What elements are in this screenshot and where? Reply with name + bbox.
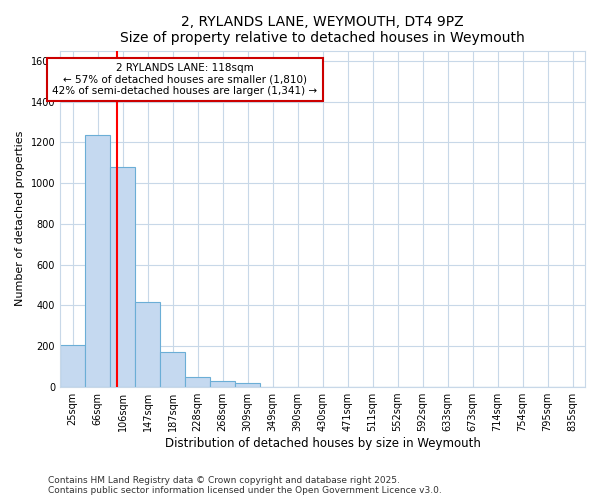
Bar [160, 352, 185, 387]
Title: 2, RYLANDS LANE, WEYMOUTH, DT4 9PZ
Size of property relative to detached houses : 2, RYLANDS LANE, WEYMOUTH, DT4 9PZ Size … [120, 15, 525, 45]
Y-axis label: Number of detached properties: Number of detached properties [15, 131, 25, 306]
Bar [60, 346, 85, 387]
Text: Contains HM Land Registry data © Crown copyright and database right 2025.
Contai: Contains HM Land Registry data © Crown c… [48, 476, 442, 495]
X-axis label: Distribution of detached houses by size in Weymouth: Distribution of detached houses by size … [164, 437, 481, 450]
Bar [135, 302, 160, 387]
Bar [235, 383, 260, 387]
Bar [210, 381, 235, 387]
Bar [185, 377, 210, 387]
Bar [85, 135, 110, 387]
Text: 2 RYLANDS LANE: 118sqm
← 57% of detached houses are smaller (1,810)
42% of semi-: 2 RYLANDS LANE: 118sqm ← 57% of detached… [52, 63, 317, 96]
Bar [110, 167, 135, 387]
